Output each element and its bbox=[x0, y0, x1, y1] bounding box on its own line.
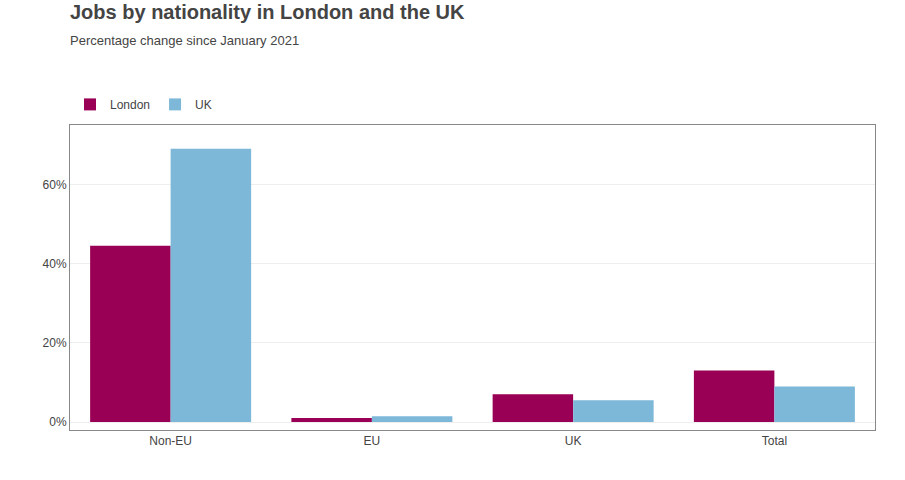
svg-text:London: London bbox=[110, 98, 150, 112]
svg-text:60%: 60% bbox=[43, 178, 67, 192]
svg-text:40%: 40% bbox=[43, 257, 67, 271]
svg-text:Total: Total bbox=[762, 434, 787, 448]
svg-text:0%: 0% bbox=[49, 415, 67, 429]
svg-text:20%: 20% bbox=[43, 336, 67, 350]
svg-text:UK: UK bbox=[195, 98, 212, 112]
svg-text:UK: UK bbox=[565, 434, 582, 448]
svg-text:EU: EU bbox=[364, 434, 381, 448]
svg-text:Jobs by nationality in London: Jobs by nationality in London and the UK… bbox=[70, 1, 465, 48]
svg-text:Non-EU: Non-EU bbox=[149, 434, 192, 448]
